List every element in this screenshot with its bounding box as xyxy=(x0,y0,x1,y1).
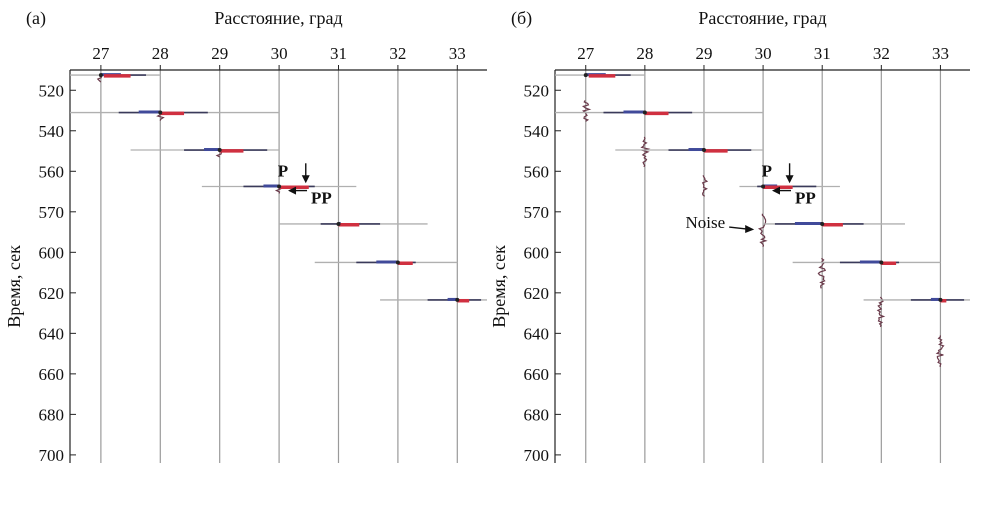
x-axis-title: Расстояние, град xyxy=(698,8,826,28)
noise-trace xyxy=(581,100,592,122)
x-tick-label: 29 xyxy=(211,44,228,63)
x-tick-label: 30 xyxy=(271,44,288,63)
trace-peak xyxy=(761,184,766,189)
panel-label: (б) xyxy=(511,8,532,29)
y-tick-label: 640 xyxy=(524,324,550,343)
panel-a: (a) Расстояние, град Время, сек 27 28 29 30 31 3… xyxy=(4,8,487,465)
y-tick-label: 520 xyxy=(524,81,550,100)
x-tick-label: 31 xyxy=(330,44,347,63)
trace-peak xyxy=(455,297,460,302)
x-tick-label: 33 xyxy=(449,44,466,63)
trace-peak xyxy=(217,148,222,153)
y-tick-label: 680 xyxy=(524,405,550,424)
x-tick-label: 28 xyxy=(636,44,653,63)
x-tick-label: 31 xyxy=(814,44,831,63)
y-tick-label: 560 xyxy=(39,162,65,181)
y-tick-label: 700 xyxy=(39,446,65,465)
annotation-label: P xyxy=(762,161,772,180)
x-tick-label: 32 xyxy=(389,44,406,63)
y-tick-label: 570 xyxy=(524,203,550,222)
annotation-label: PP xyxy=(311,189,332,208)
trace-peak xyxy=(395,260,400,265)
arrow-head-icon xyxy=(288,186,297,195)
noise-trace xyxy=(701,175,709,197)
y-tick-label: 680 xyxy=(39,405,65,424)
annotation-label: P xyxy=(278,161,288,180)
noise-trace xyxy=(96,75,103,83)
panel-b: (б) Расстояние, град Время, сек 27 28 29 30 31 3… xyxy=(489,8,970,465)
x-tick-label: 33 xyxy=(932,44,949,63)
noise-trace xyxy=(817,257,827,289)
y-tick-label: 540 xyxy=(39,122,65,141)
y-tick-label: 660 xyxy=(524,365,550,384)
y-tick-label: 660 xyxy=(39,365,65,384)
y-tick-label: 570 xyxy=(39,203,65,222)
trace-peak xyxy=(583,73,588,78)
panel-label: (a) xyxy=(26,8,46,29)
y-tick-label: 560 xyxy=(524,162,550,181)
noise-trace xyxy=(640,136,651,168)
y-tick-label: 600 xyxy=(524,243,550,262)
trace-peak xyxy=(879,260,884,265)
arrow-head-icon xyxy=(772,186,781,195)
trace-peak xyxy=(336,221,341,226)
annotation-label: Noise xyxy=(686,213,726,232)
trace-peak xyxy=(820,221,825,226)
y-tick-label: 540 xyxy=(524,122,550,141)
trace-peak xyxy=(158,110,163,115)
x-tick-label: 32 xyxy=(873,44,890,63)
trace-peak xyxy=(98,73,103,78)
noise-trace xyxy=(757,213,768,247)
y-tick-label: 700 xyxy=(524,446,550,465)
x-tick-label: 27 xyxy=(577,44,595,63)
x-tick-label: 28 xyxy=(152,44,169,63)
trace-peak xyxy=(642,110,647,115)
noise-trace xyxy=(156,114,165,121)
trace-peak xyxy=(277,184,282,189)
annotation-label: PP xyxy=(795,189,816,208)
y-tick-label: 620 xyxy=(39,284,65,303)
trace-peak xyxy=(938,297,943,302)
x-tick-label: 27 xyxy=(92,44,110,63)
y-tick-label: 620 xyxy=(524,284,550,303)
annotation-arrow xyxy=(729,226,748,230)
arrow-head-icon xyxy=(785,175,794,184)
arrow-head-icon xyxy=(745,225,755,234)
y-tick-label: 640 xyxy=(39,324,65,343)
y-tick-label: 600 xyxy=(39,243,65,262)
noise-trace xyxy=(876,296,886,328)
noise-trace xyxy=(935,335,945,367)
x-tick-label: 29 xyxy=(695,44,712,63)
y-axis-title: Время, сек xyxy=(4,245,24,328)
arrow-head-icon xyxy=(301,175,310,184)
trace-peak xyxy=(701,148,706,153)
y-tick-label: 520 xyxy=(39,81,65,100)
x-tick-label: 30 xyxy=(755,44,772,63)
y-axis-title: Время, сек xyxy=(489,245,509,328)
x-axis-title: Расстояние, град xyxy=(214,8,342,28)
